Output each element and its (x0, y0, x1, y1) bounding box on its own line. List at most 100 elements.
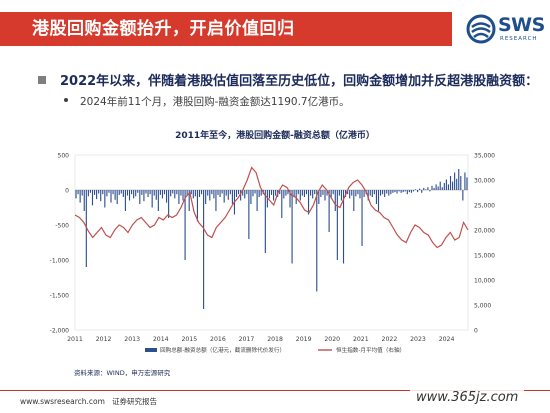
bar (151, 190, 153, 208)
bar (347, 190, 349, 195)
bar (363, 190, 365, 197)
bar (417, 190, 419, 193)
bar (320, 190, 322, 197)
sub-bullet: 2024年前11个月，港股回购-融资金额达1190.7亿港币。 (64, 94, 350, 109)
bar (390, 190, 392, 195)
bar (423, 187, 425, 190)
bar (163, 190, 166, 195)
bar (182, 190, 184, 201)
bar (254, 190, 256, 194)
bar (135, 190, 137, 197)
bar (229, 190, 231, 195)
bar (437, 186, 439, 190)
bar (200, 190, 203, 195)
bar (244, 190, 246, 199)
bar (223, 190, 225, 203)
bar (264, 190, 266, 253)
bar (445, 179, 447, 190)
x-tick-label: 2021 (353, 336, 369, 343)
bar (126, 190, 129, 196)
bar (402, 190, 404, 193)
bar (213, 190, 215, 199)
footer-url[interactable]: www.swsresearch.com (20, 397, 105, 406)
bar (382, 190, 384, 195)
plot-frame (74, 154, 469, 331)
bar (217, 190, 219, 195)
bar (287, 190, 289, 195)
bar (252, 190, 254, 197)
bar (141, 190, 143, 195)
right-tick-label: 35,000 (474, 153, 495, 160)
bar (342, 190, 345, 264)
sws-logo: SWS RESEARCH (466, 12, 546, 48)
bar (357, 190, 359, 195)
x-tick-label: 2020 (324, 336, 340, 343)
bar (373, 190, 375, 195)
bar (285, 190, 287, 196)
bar (211, 190, 213, 195)
bar (227, 190, 229, 200)
bar (427, 187, 429, 190)
bar (203, 190, 205, 309)
bar (414, 189, 417, 190)
legend-bar-swatch (145, 348, 157, 352)
bar (235, 190, 238, 197)
bar (454, 172, 456, 190)
right-tick-label: 5,000 (474, 303, 491, 310)
footer-label: 证券研究报告 (112, 397, 158, 406)
bar (176, 190, 178, 195)
bar (406, 190, 408, 195)
bar (186, 190, 188, 195)
bar (408, 190, 410, 193)
bar (258, 190, 260, 197)
x-tick-label: 2011 (67, 336, 83, 343)
left-tick-label: -500 (55, 223, 69, 230)
right-tick-label: 25,000 (474, 203, 495, 210)
bar (349, 190, 351, 199)
bar (110, 190, 112, 203)
sub-bullet-text: 2024年前11个月，港股回购-融资金额达1190.7亿港币。 (80, 96, 350, 108)
slide-header: 港股回购金额抬升，开启价值回归 SWS RESEARCH (0, 0, 550, 58)
watermark: www.365jz.com (410, 390, 525, 405)
bar (149, 190, 151, 195)
bar (384, 190, 386, 197)
bar (466, 177, 468, 190)
bar (447, 184, 450, 190)
logo-text: SWS (498, 14, 545, 36)
bar (133, 190, 135, 199)
bar (295, 190, 297, 204)
x-tick-label: 2019 (296, 336, 312, 343)
title-bar: 港股回购金额抬升，开启价值回归 (0, 12, 452, 46)
bar (460, 176, 462, 190)
bar (155, 190, 157, 200)
bar (128, 190, 131, 201)
bar (209, 190, 211, 201)
bar (456, 178, 458, 190)
bar (221, 190, 223, 194)
left-tick-label: 500 (58, 153, 70, 160)
x-tick-label: 2013 (124, 336, 140, 343)
logo-subtext: RESEARCH (500, 36, 538, 42)
bar (279, 190, 281, 195)
x-tick-label: 2024 (439, 336, 455, 343)
bar (104, 190, 106, 208)
right-tick-label: 0 (474, 328, 478, 335)
bar (458, 169, 460, 190)
bar (316, 190, 318, 292)
hsi-line (74, 166, 469, 249)
bar (96, 190, 98, 200)
bar (291, 190, 293, 264)
x-tick-label: 2015 (181, 336, 197, 343)
bar (145, 190, 147, 194)
bar (410, 190, 412, 193)
bar (412, 190, 415, 192)
bar (398, 190, 400, 192)
bar (386, 190, 388, 194)
bar (419, 188, 421, 190)
bar (326, 190, 328, 196)
main-bullet-text: 2022年以来，伴随着港股估值回落至历史低位，回购金额增加并反超港股融资额： (60, 74, 539, 89)
bar (79, 190, 81, 203)
bar (190, 190, 192, 195)
bar (118, 190, 120, 195)
